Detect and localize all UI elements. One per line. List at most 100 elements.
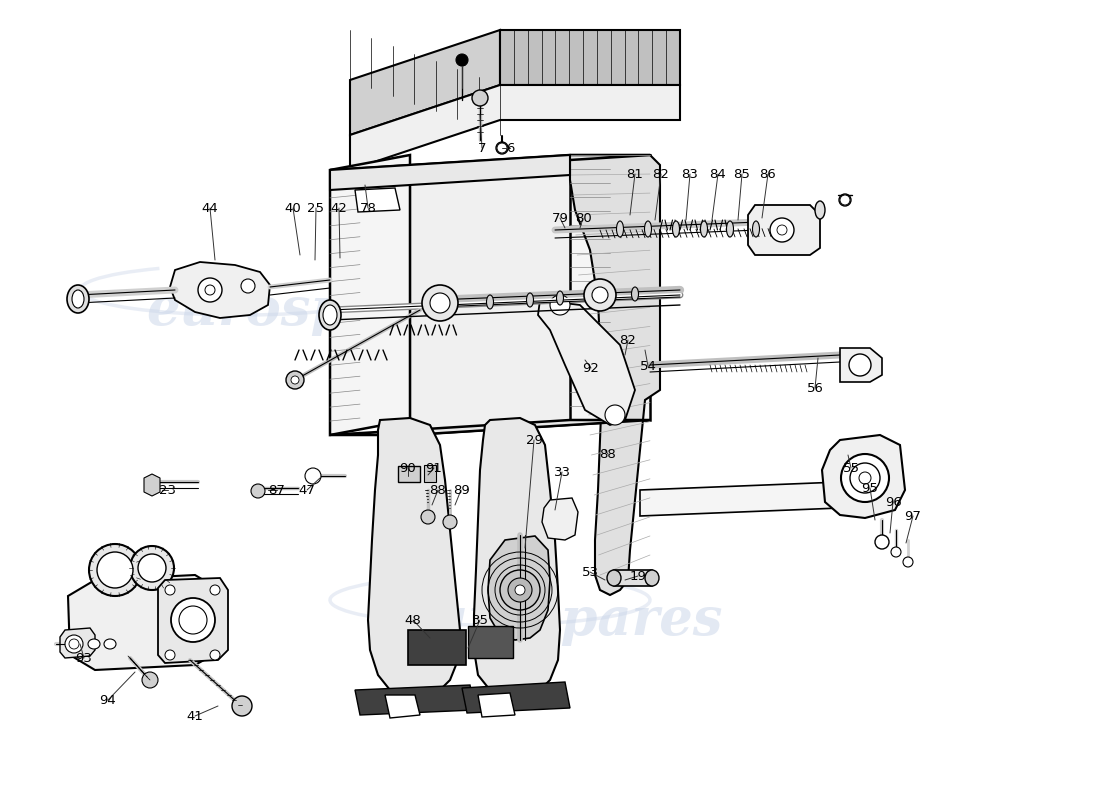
Polygon shape (158, 578, 228, 663)
Ellipse shape (527, 293, 534, 307)
Ellipse shape (104, 639, 116, 649)
Text: 41: 41 (187, 710, 204, 722)
Polygon shape (570, 155, 650, 420)
Text: 1: 1 (458, 55, 466, 69)
Ellipse shape (447, 297, 453, 311)
Ellipse shape (701, 221, 707, 237)
Polygon shape (542, 498, 578, 540)
Circle shape (842, 454, 889, 502)
Polygon shape (330, 155, 410, 435)
Circle shape (89, 544, 141, 596)
Text: 89: 89 (452, 483, 470, 497)
Text: 91: 91 (426, 462, 442, 474)
Polygon shape (385, 695, 420, 718)
Text: 80: 80 (574, 211, 592, 225)
Circle shape (472, 90, 488, 106)
Ellipse shape (72, 290, 84, 308)
Text: 48: 48 (405, 614, 421, 626)
Bar (408, 630, 466, 665)
Text: 19: 19 (629, 570, 647, 582)
Circle shape (874, 535, 889, 549)
Bar (398, 466, 420, 482)
Text: 95: 95 (861, 482, 879, 494)
Circle shape (142, 672, 158, 688)
Ellipse shape (596, 289, 604, 303)
Text: 35: 35 (472, 614, 488, 626)
Circle shape (840, 195, 850, 205)
Text: eurospares: eurospares (146, 285, 473, 335)
Ellipse shape (645, 570, 659, 586)
Ellipse shape (645, 221, 651, 237)
Polygon shape (840, 348, 882, 382)
Ellipse shape (323, 305, 337, 325)
Circle shape (515, 585, 525, 595)
Circle shape (286, 371, 304, 389)
Circle shape (422, 285, 458, 321)
Circle shape (251, 484, 265, 498)
Ellipse shape (88, 639, 100, 649)
Circle shape (305, 468, 321, 484)
Circle shape (210, 650, 220, 660)
Circle shape (430, 293, 450, 313)
Text: 6: 6 (506, 142, 514, 154)
Polygon shape (748, 205, 820, 255)
Ellipse shape (672, 221, 680, 237)
Polygon shape (462, 682, 570, 713)
Circle shape (592, 287, 608, 303)
Polygon shape (478, 693, 515, 717)
Circle shape (205, 285, 214, 295)
Circle shape (903, 557, 913, 567)
Text: 25: 25 (308, 202, 324, 214)
Text: 56: 56 (806, 382, 824, 394)
Polygon shape (500, 30, 680, 85)
Polygon shape (822, 435, 905, 518)
Circle shape (65, 635, 82, 653)
Text: 81: 81 (627, 167, 644, 181)
Circle shape (850, 463, 880, 493)
Polygon shape (355, 685, 475, 715)
Circle shape (891, 547, 901, 557)
Text: 88: 88 (600, 447, 616, 461)
Polygon shape (330, 420, 650, 435)
Circle shape (69, 639, 79, 649)
Ellipse shape (726, 221, 734, 237)
Polygon shape (330, 155, 570, 190)
Circle shape (165, 650, 175, 660)
Circle shape (232, 696, 252, 716)
Text: 55: 55 (843, 462, 859, 474)
Text: 97: 97 (904, 510, 922, 522)
Circle shape (421, 510, 434, 524)
Bar (614, 570, 652, 586)
Text: 90: 90 (399, 462, 417, 474)
Text: 47: 47 (298, 483, 316, 497)
Circle shape (456, 54, 468, 66)
Ellipse shape (319, 300, 341, 330)
Text: 84: 84 (710, 167, 726, 181)
Polygon shape (355, 188, 400, 212)
Polygon shape (410, 155, 650, 435)
Text: 78: 78 (360, 202, 376, 214)
Circle shape (165, 585, 175, 595)
Ellipse shape (616, 221, 624, 237)
Text: 85: 85 (734, 167, 750, 181)
Polygon shape (488, 536, 550, 640)
Polygon shape (368, 418, 460, 700)
Circle shape (241, 279, 255, 293)
Text: 40: 40 (285, 202, 301, 214)
Text: 33: 33 (553, 466, 571, 478)
Polygon shape (144, 474, 159, 496)
Circle shape (605, 405, 625, 425)
Text: 92: 92 (583, 362, 600, 374)
Circle shape (198, 278, 222, 302)
Circle shape (550, 295, 570, 315)
Ellipse shape (496, 142, 508, 154)
Text: 96: 96 (884, 495, 901, 509)
Circle shape (179, 606, 207, 634)
Circle shape (170, 598, 214, 642)
Circle shape (859, 472, 871, 484)
Circle shape (292, 376, 299, 384)
Polygon shape (570, 155, 660, 595)
Text: 87: 87 (268, 483, 285, 497)
Circle shape (508, 578, 532, 602)
Polygon shape (640, 482, 840, 516)
